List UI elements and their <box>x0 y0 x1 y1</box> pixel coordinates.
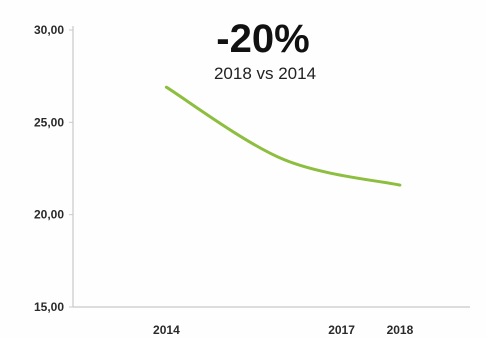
chart-series <box>164 85 402 187</box>
y-tick-label: 25,00 <box>34 115 64 129</box>
headline-annotation: -20% <box>216 17 309 61</box>
subline-annotation: 2018 vs 2014 <box>214 64 316 83</box>
x-tick-label: 2014 <box>153 323 180 337</box>
x-tick-label: 2018 <box>387 323 414 337</box>
x-tick-label: 2017 <box>328 323 355 337</box>
y-tick-label: 20,00 <box>34 208 64 222</box>
y-axis-ticks: 30,00 25,00 20,00 15,00 <box>34 23 73 314</box>
y-tick-label: 15,00 <box>34 300 64 314</box>
chart-axes <box>72 26 470 308</box>
x-axis-ticks: 2014 2017 2018 <box>153 323 414 337</box>
series-line <box>164 85 402 187</box>
y-tick-label: 30,00 <box>34 23 64 37</box>
